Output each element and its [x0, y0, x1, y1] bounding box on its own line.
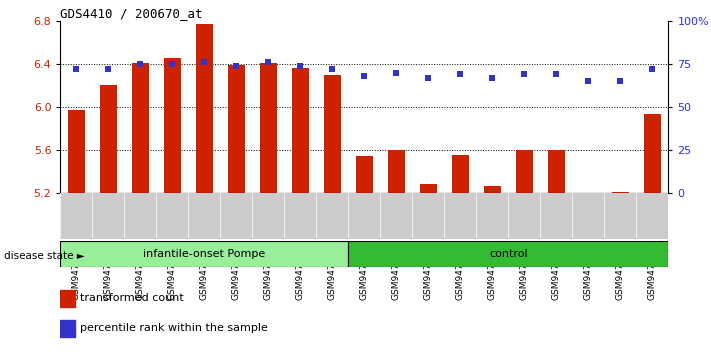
Point: [583, 79, 594, 84]
Bar: [292, 68, 309, 193]
Bar: [60, 290, 75, 307]
Point: [422, 75, 434, 81]
Bar: [451, 155, 469, 193]
Point: [614, 79, 626, 84]
Text: percentile rank within the sample: percentile rank within the sample: [80, 324, 268, 333]
Text: GDS4410 / 200670_at: GDS4410 / 200670_at: [60, 7, 203, 20]
Bar: [260, 63, 277, 193]
Bar: [419, 184, 437, 193]
Point: [326, 67, 338, 72]
Point: [230, 63, 242, 69]
Bar: [324, 75, 341, 193]
Text: disease state ►: disease state ►: [4, 251, 85, 261]
Bar: [60, 241, 348, 267]
Bar: [387, 150, 405, 193]
Point: [103, 67, 114, 72]
Bar: [348, 241, 668, 267]
Point: [358, 73, 370, 79]
Point: [71, 67, 82, 72]
Point: [391, 70, 402, 76]
Bar: [132, 63, 149, 193]
Point: [135, 61, 146, 67]
Text: infantile-onset Pompe: infantile-onset Pompe: [144, 249, 265, 259]
Bar: [228, 65, 245, 193]
Point: [294, 63, 306, 69]
Point: [518, 72, 530, 77]
Point: [262, 59, 274, 65]
Point: [198, 59, 210, 65]
Bar: [164, 58, 181, 193]
Point: [550, 72, 562, 77]
Text: transformed count: transformed count: [80, 293, 183, 303]
Bar: [643, 114, 661, 193]
Bar: [100, 85, 117, 193]
Point: [166, 61, 178, 67]
Point: [647, 67, 658, 72]
Text: control: control: [489, 249, 528, 259]
Bar: [547, 150, 565, 193]
Point: [455, 72, 466, 77]
Bar: [356, 156, 373, 193]
Bar: [483, 187, 501, 193]
Bar: [196, 24, 213, 193]
Bar: [611, 192, 629, 193]
Bar: [68, 110, 85, 193]
Bar: [60, 320, 75, 337]
Bar: [515, 150, 533, 193]
Point: [486, 75, 498, 81]
